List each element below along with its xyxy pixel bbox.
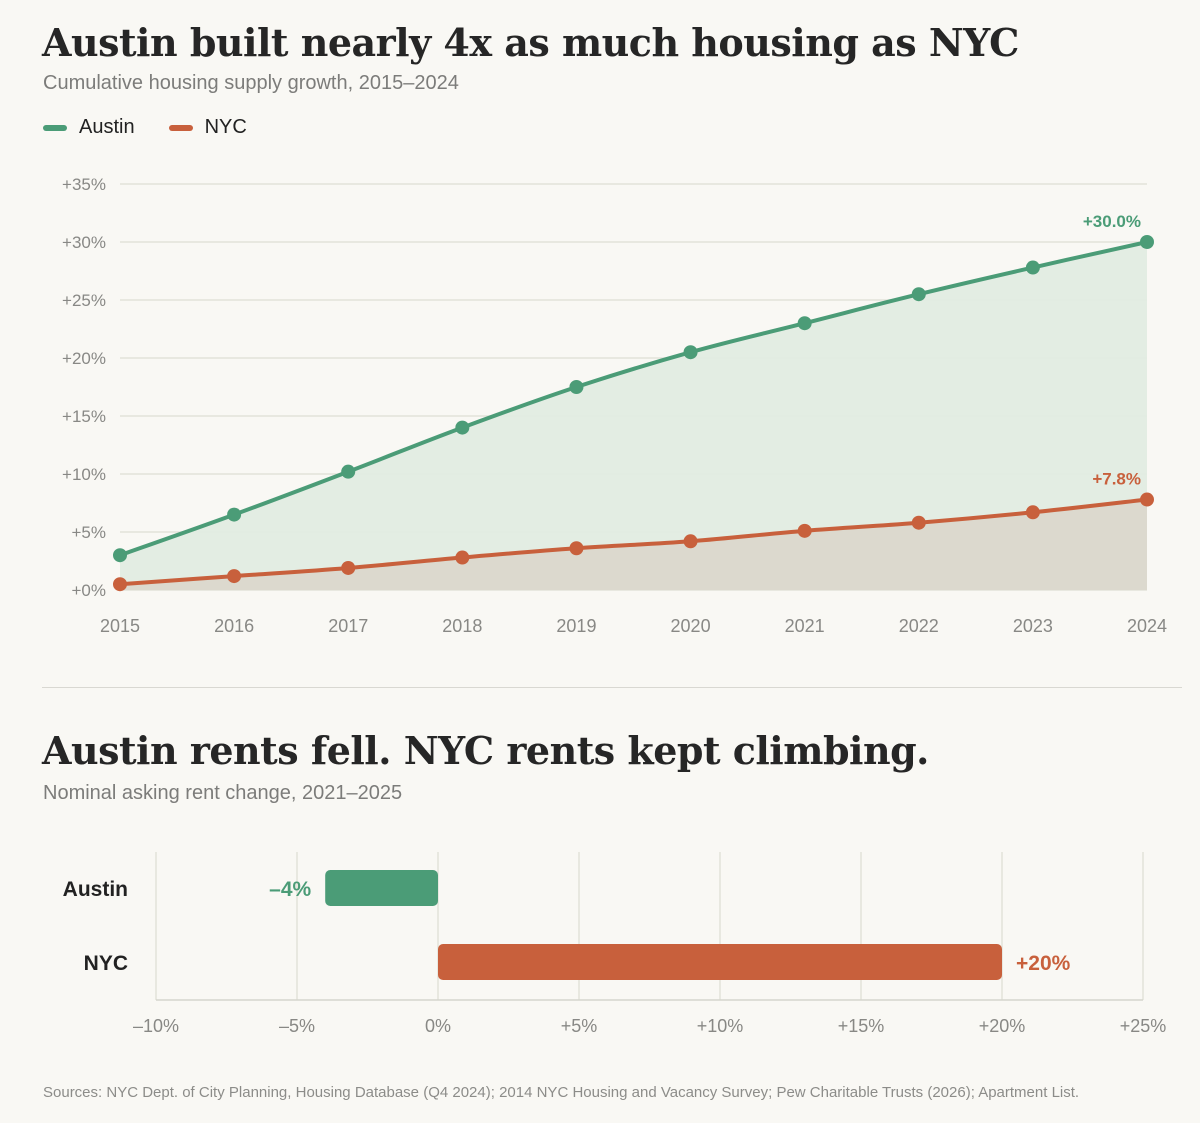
category-label: NYC	[84, 952, 128, 975]
y-tick-label: +35%	[62, 175, 106, 194]
x-tick-label: –5%	[279, 1016, 315, 1036]
nyc-point	[227, 569, 242, 584]
source-note: Sources: NYC Dept. of City Planning, Hou…	[43, 1084, 1080, 1101]
nyc-point	[341, 560, 356, 575]
y-tick-label: +10%	[62, 465, 106, 484]
x-tick-label: 2023	[1013, 616, 1053, 636]
austin-point	[1025, 260, 1040, 275]
austin-point	[911, 287, 926, 302]
austin-point	[683, 345, 698, 360]
austin-end-label: +30.0%	[1083, 212, 1141, 231]
bottom-chart-subtitle: Nominal asking rent change, 2021–2025	[43, 782, 403, 804]
austin-point	[797, 316, 812, 331]
y-tick-label: +0%	[72, 581, 107, 600]
x-tick-label: 2021	[785, 616, 825, 636]
bar-value-label: –4%	[269, 878, 311, 901]
nyc-point	[569, 541, 584, 556]
top-chart-title: Austin built nearly 4x as much housing a…	[42, 20, 1019, 65]
legend-item-austin: Austin	[43, 116, 135, 139]
line-chart: +0% +5% +10% +15% +20% +25% +30% +35% 2015 2016 20…	[62, 175, 1167, 636]
nyc-end-label: +7.8%	[1092, 470, 1141, 489]
y-tick-label: +25%	[62, 291, 106, 310]
austin-point	[227, 507, 242, 522]
bar-nyc	[438, 944, 1002, 980]
legend-swatch-nyc	[168, 124, 193, 131]
x-tick-label: +25%	[1120, 1016, 1167, 1036]
nyc-line	[118, 497, 1149, 587]
bar-austin	[325, 870, 438, 906]
nyc-point	[1025, 505, 1040, 520]
austin-point	[341, 464, 356, 479]
legend-label-nyc: NYC	[204, 116, 247, 138]
legend: Austin NYC	[43, 116, 247, 139]
austin-point	[1140, 235, 1154, 249]
x-tick-label: +20%	[979, 1016, 1026, 1036]
nyc-point	[113, 577, 127, 592]
x-tick-label: 2019	[556, 616, 596, 636]
x-tick-label: 0%	[425, 1016, 451, 1036]
nyc-point	[683, 534, 698, 549]
x-tick-label: +15%	[838, 1016, 885, 1036]
y-tick-label: +30%	[62, 233, 106, 252]
y-tick-label: +20%	[62, 349, 106, 368]
category-label: Austin	[63, 878, 128, 901]
x-tick-label: 2018	[442, 616, 482, 636]
top-chart-subtitle: Cumulative housing supply growth, 2015–2…	[43, 72, 459, 94]
austin-line	[118, 240, 1149, 558]
austin-point	[455, 420, 470, 435]
legend-label-austin: Austin	[79, 116, 135, 138]
y-tick-label: +5%	[72, 523, 107, 542]
legend-item-nyc: NYC	[168, 116, 247, 139]
x-tick-label: 2015	[100, 616, 140, 636]
austin-point	[113, 548, 127, 563]
x-tick-label: 2017	[328, 616, 368, 636]
nyc-point	[797, 523, 812, 538]
legend-swatch-austin	[43, 124, 67, 131]
section-divider	[42, 687, 1182, 688]
bar-chart: –10% –5% 0% +5% +10% +15% +20% +25% Austin –4% NYC…	[63, 852, 1167, 1036]
x-tick-label: 2024	[1127, 616, 1167, 636]
x-tick-label: +10%	[697, 1016, 744, 1036]
nyc-point	[1140, 492, 1154, 507]
bar-value-label: +20%	[1016, 952, 1071, 975]
x-tick-label: +5%	[561, 1016, 598, 1036]
x-tick-label: 2022	[899, 616, 939, 636]
y-tick-label: +15%	[62, 407, 106, 426]
austin-point	[569, 380, 584, 394]
austin-area	[120, 242, 1147, 590]
bottom-chart-title: Austin rents fell. NYC rents kept climbi…	[42, 728, 929, 773]
nyc-point	[911, 515, 926, 530]
x-tick-label: 2020	[671, 616, 711, 636]
x-tick-label: 2016	[214, 616, 254, 636]
x-tick-label: –10%	[133, 1016, 179, 1036]
nyc-point	[455, 550, 470, 565]
